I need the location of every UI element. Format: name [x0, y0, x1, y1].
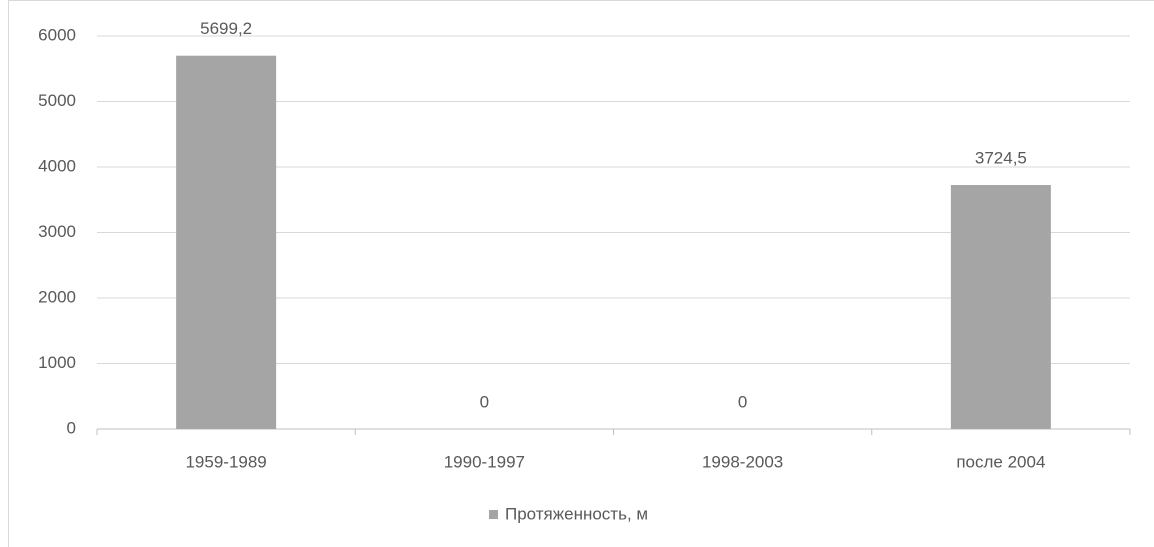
- data-label: 5699,2: [200, 19, 252, 38]
- data-label: 0: [480, 392, 489, 411]
- y-tick-label: 2000: [38, 287, 76, 306]
- data-label: 0: [738, 392, 747, 411]
- x-tick-label: после 2004: [956, 452, 1045, 471]
- y-tick-label: 5000: [38, 91, 76, 110]
- y-tick-label: 6000: [38, 25, 76, 44]
- x-tick-label: 1959-1989: [185, 452, 266, 471]
- x-tick-label: 1998-2003: [702, 452, 783, 471]
- x-tick-label: 1990-1997: [444, 452, 525, 471]
- data-label: 3724,5: [975, 149, 1027, 168]
- bar: [176, 55, 277, 430]
- legend-swatch: [489, 510, 498, 519]
- y-tick-label: 4000: [38, 156, 76, 175]
- bar: [950, 185, 1051, 429]
- y-tick-label: 3000: [38, 222, 76, 241]
- y-tick-label: 1000: [38, 353, 76, 372]
- legend-label: Протяженность, м: [505, 504, 648, 523]
- chart-border: [8, 0, 1154, 547]
- y-tick-label: 0: [67, 418, 76, 437]
